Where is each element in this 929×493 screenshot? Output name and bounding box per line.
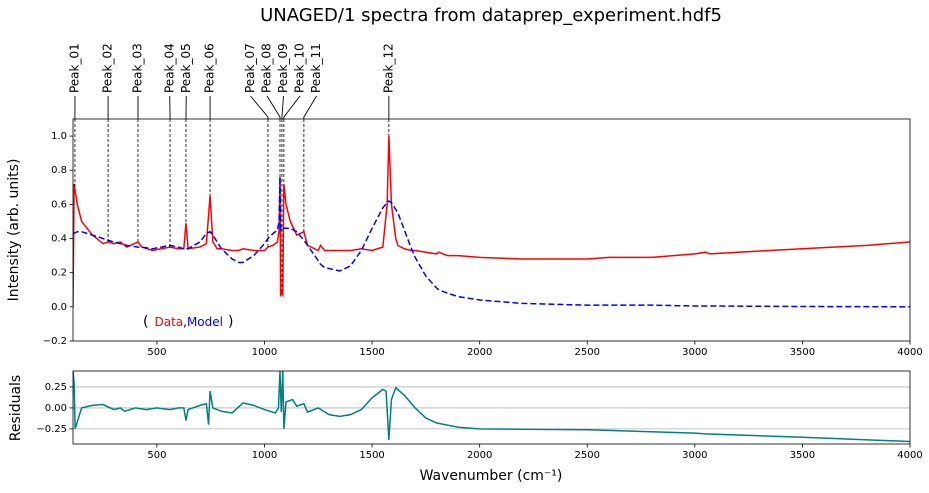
x-tick-label: 3000	[682, 347, 707, 358]
peak-label: Peak_05	[179, 43, 193, 93]
legend: ( Data,Model)	[143, 314, 233, 330]
y-tick-label: 0.00	[45, 403, 67, 414]
legend-entry: Model	[187, 315, 223, 329]
legend-bracket: (	[143, 314, 148, 330]
y-axis-title: Residuals	[8, 375, 24, 441]
y-tick-label: −0.25	[36, 424, 67, 435]
peak-label: Peak_08	[260, 43, 274, 93]
legend-entry: Data	[154, 315, 183, 329]
y-axis-title: Intensity (arb. units)	[6, 159, 22, 302]
x-tick-label: 2500	[575, 347, 600, 358]
x-tick-label: 1000	[252, 450, 277, 461]
line-series	[73, 177, 910, 308]
x-tick-label: 3500	[790, 347, 815, 358]
peak-leader	[266, 95, 281, 119]
legend-bracket: )	[228, 314, 233, 330]
y-tick-label: 0.2	[51, 268, 67, 279]
legend-separator: ,	[183, 315, 187, 329]
x-axis-title: Wavenumber (cm⁻¹)	[420, 468, 563, 484]
x-tick-label: 1500	[359, 347, 384, 358]
peak-leader	[281, 95, 284, 119]
peak-leader	[250, 95, 269, 119]
y-tick-label: 0.0	[51, 302, 67, 313]
y-tick-label: −0.2	[43, 336, 67, 347]
peak-label: Peak_02	[101, 43, 115, 93]
peak-leader	[303, 95, 317, 119]
x-tick-label: 1000	[252, 347, 277, 358]
line-series	[73, 136, 910, 307]
axes-frame	[72, 118, 911, 342]
y-tick-label: 0.4	[51, 234, 67, 245]
x-tick-label: 3500	[790, 450, 815, 461]
x-tick-label: 2000	[467, 450, 492, 461]
y-tick-label: 1.0	[51, 131, 67, 142]
peak-label: Peak_04	[162, 43, 176, 93]
peak-label: Peak_06	[203, 43, 217, 93]
y-tick-label: 0.8	[51, 165, 67, 176]
peak-label: Peak_09	[276, 43, 290, 93]
peak-label: Peak_10	[293, 43, 307, 93]
x-tick-label: 500	[147, 450, 166, 461]
peak-label: Peak_01	[67, 43, 81, 93]
x-tick-label: 500	[147, 347, 166, 358]
x-tick-label: 2500	[575, 450, 600, 461]
y-tick-label: 0.6	[51, 199, 67, 210]
peak-label: Peak_03	[130, 43, 144, 93]
peak-label: Peak_11	[309, 43, 323, 93]
peak-label: Peak_12	[381, 43, 395, 93]
y-tick-label: 0.25	[45, 382, 67, 393]
x-tick-label: 4000	[897, 347, 922, 358]
line-series	[73, 371, 910, 443]
x-tick-label: 3000	[682, 450, 707, 461]
axes-frame	[72, 370, 911, 445]
peak-label: Peak_07	[243, 43, 257, 93]
chart-title: UNAGED/1 spectra from dataprep_experimen…	[260, 5, 722, 26]
x-tick-label: 1500	[359, 450, 384, 461]
peak-leader	[283, 95, 301, 119]
x-tick-label: 2000	[467, 347, 492, 358]
x-tick-label: 4000	[897, 450, 922, 461]
